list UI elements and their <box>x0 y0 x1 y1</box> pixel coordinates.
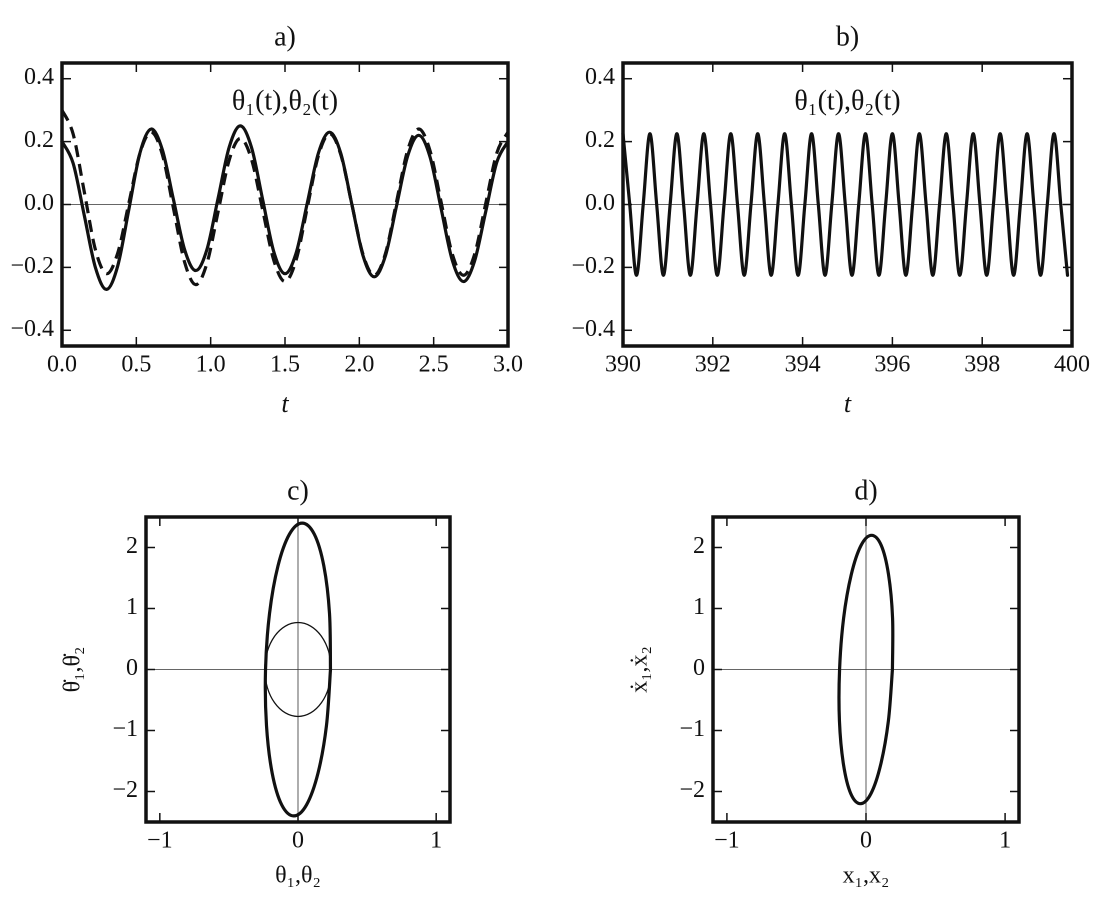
x-tick-label: 1.0 <box>196 352 226 378</box>
series-line <box>837 533 895 806</box>
x-axis-label: x₁,x₂ <box>843 863 890 889</box>
annotation: θ₁(t),θ₂(t) <box>794 85 900 116</box>
x-axis-label: t <box>281 389 289 418</box>
x-tick-label: 1 <box>999 828 1011 854</box>
y-tick-label: −0.4 <box>571 316 615 342</box>
x-tick-label: −1 <box>147 828 173 854</box>
plot-frame <box>60 61 510 348</box>
y-tick-label: −0.2 <box>10 253 54 279</box>
panel-title: c) <box>287 475 309 506</box>
y-tick-label: 0 <box>126 655 138 681</box>
y-tick-label: −0.2 <box>571 253 615 279</box>
x-tick-label: 0 <box>292 828 304 854</box>
y-tick-label: −1 <box>679 716 705 742</box>
x-tick-label: 1 <box>430 828 442 854</box>
y-tick-label: 2 <box>693 533 705 559</box>
x-tick-label: 400 <box>1054 352 1090 378</box>
panel-title: b) <box>836 21 859 52</box>
y-axis-label: θ̇₁,θ̇₂ <box>60 647 86 693</box>
x-tick-label: 392 <box>695 352 731 378</box>
y-tick-label: 0.2 <box>24 127 54 153</box>
y-tick-label: 1 <box>693 594 705 620</box>
y-tick-label: −0.4 <box>10 316 54 342</box>
y-tick-label: 0.4 <box>24 64 54 90</box>
x-tick-label: 0.5 <box>121 352 151 378</box>
plot-frame <box>621 61 1074 348</box>
y-tick-label: 1 <box>126 594 138 620</box>
series-line <box>60 109 510 287</box>
series-line <box>264 621 332 718</box>
x-tick-label: 390 <box>605 352 641 378</box>
x-tick-label: 398 <box>964 352 1000 378</box>
series-line <box>621 132 1070 277</box>
x-tick-label: 3.0 <box>493 352 523 378</box>
x-tick-label: 0.0 <box>47 352 77 378</box>
series-line <box>263 521 333 818</box>
x-axis-label: θ₁,θ₂ <box>275 863 321 889</box>
x-tick-label: 2.0 <box>344 352 374 378</box>
y-tick-label: −2 <box>679 777 705 803</box>
panel-title: d) <box>854 475 877 506</box>
x-tick-label: 1.5 <box>270 352 300 378</box>
annotation: θ₁(t),θ₂(t) <box>232 85 338 116</box>
y-tick-label: −1 <box>112 716 138 742</box>
x-tick-label: 0 <box>860 828 872 854</box>
x-axis-label: t <box>844 389 852 418</box>
y-tick-label: 0.4 <box>585 64 615 90</box>
x-tick-label: 394 <box>785 352 821 378</box>
y-tick-label: 0.0 <box>585 190 615 216</box>
plot-frame <box>711 515 1021 824</box>
y-tick-label: −2 <box>112 777 138 803</box>
x-tick-label: 396 <box>874 352 910 378</box>
plot-frame <box>144 515 452 824</box>
y-tick-label: 0.0 <box>24 190 54 216</box>
y-axis-label: ẋ₁,ẋ₂ <box>627 646 653 693</box>
x-tick-label: 2.5 <box>419 352 449 378</box>
panel-title: a) <box>274 21 296 52</box>
x-tick-label: −1 <box>714 828 740 854</box>
y-tick-label: 2 <box>126 533 138 559</box>
y-tick-label: 0.2 <box>585 127 615 153</box>
y-tick-label: 0 <box>693 655 705 681</box>
